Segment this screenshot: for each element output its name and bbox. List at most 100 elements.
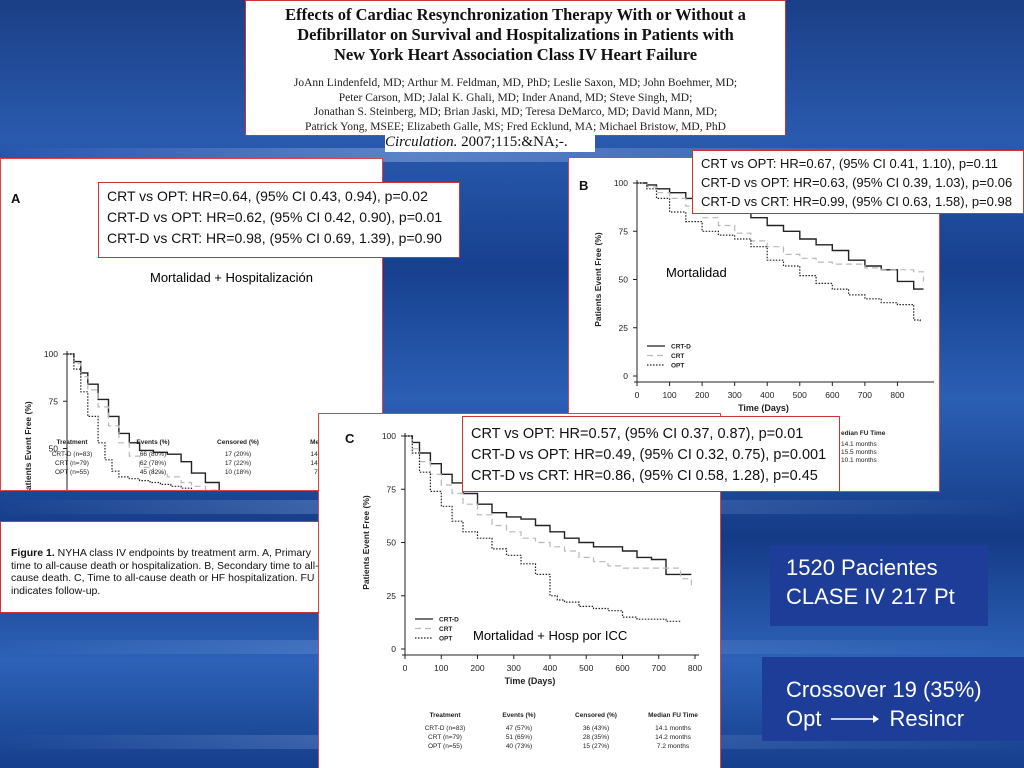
y-tick-label: 75 [619, 226, 629, 236]
table-header: Treatment [56, 439, 88, 446]
table-cell: 66 (80%) [139, 451, 167, 458]
table-cell: 15.5 months [841, 449, 877, 456]
x-tick-label: 400 [760, 390, 774, 400]
legend-label: CRT-D [671, 344, 691, 351]
caption-lead: Figure 1. [11, 547, 55, 559]
table-cell: CRT-D (n=83) [51, 451, 93, 458]
summary-box: 1520 Pacientes CLASE IV 217 Pt [770, 545, 988, 626]
panel-letter: A [11, 191, 21, 206]
x-tick-label: 400 [543, 663, 557, 673]
article-title-line: Defibrillator on Survival and Hospitaliz… [297, 25, 734, 44]
table-cell: CRT (n=79) [55, 460, 89, 467]
km-chart-c: C 0 25 50 75 100 0 100 200 300 400 500 600 700 800 Time… [345, 431, 702, 686]
y-axis-label: Patients Event Free (%) [361, 495, 371, 590]
hr-line: CRT-D vs OPT: HR=0.63, (95% CI 0.39, 1.0… [701, 175, 1013, 190]
y-tick-label: 25 [619, 323, 629, 333]
table-row: OPT (n=55) 40 (73%) 15 (27%) 7.2 months [407, 743, 717, 750]
table-cell: OPT (n=55) [54, 469, 90, 476]
table-cell: 15 (27%) [582, 743, 610, 750]
x-axis-label: Time (Days) [738, 403, 789, 413]
table-row: CRT-D (n=83) 47 (57%) 36 (43%) 14.1 mont… [407, 725, 717, 732]
x-tick-label: 700 [652, 663, 666, 673]
km-curve-crt [405, 435, 692, 586]
citation-journal: Circulation. [385, 134, 458, 150]
legend-label: OPT [671, 363, 684, 370]
y-axis-label: Patients Event Free (%) [23, 401, 33, 491]
hr-line: CRT-D vs CRT: HR=0.99, (95% CI 0.63, 1.5… [701, 194, 1012, 209]
table-cell: 7.2 months [656, 743, 690, 750]
km-chart-b: B 0 25 50 75 100 0 100 200 300 400 500 600 700 800 Time… [579, 178, 934, 413]
x-tick-label: 100 [662, 390, 676, 400]
overlay-label-b: Mortalidad [666, 265, 727, 280]
table-cell: 17 (22%) [224, 460, 252, 467]
table-cell: 14.1 months [655, 725, 691, 732]
summary-line: CLASE IV 217 Pt [786, 584, 955, 609]
author-line: Patrick Yong, MSEE; Elizabeth Galle, MS;… [305, 120, 726, 133]
table-cell: 10 (18%) [224, 469, 252, 476]
hr-line: CRT vs OPT: HR=0.57, (95% CI 0.37, 0.87)… [471, 426, 804, 442]
crossover-box: Crossover 19 (35%) Opt Resincr [762, 657, 1024, 741]
y-tick-label: 100 [382, 431, 396, 441]
table-cell: 14.2 months [655, 734, 691, 741]
x-tick-label: 100 [434, 663, 448, 673]
crossover-line-2: Opt Resincr [786, 704, 1024, 733]
hr-line: CRT-D vs OPT: HR=0.49, (95% CI 0.32, 0.7… [471, 447, 827, 463]
table-cell: 40 (73%) [505, 743, 533, 750]
table-cell: 14.1 months [841, 441, 877, 448]
overlay-label-c: Mortalidad + Hosp por ICC [473, 628, 628, 643]
x-tick-label: 200 [695, 390, 709, 400]
panel-letter: C [345, 431, 355, 446]
x-tick-label: 300 [728, 390, 742, 400]
article-title-line: Effects of Cardiac Resynchronization The… [285, 5, 746, 24]
table-cell: 51 (65%) [505, 734, 533, 741]
article-authors: JoAnn Lindenfeld, MD; Arthur M. Feldman,… [246, 76, 785, 134]
y-tick-label: 25 [387, 591, 397, 601]
summary-line: 1520 Pacientes [786, 555, 938, 580]
table-header: edian FU Time [841, 430, 886, 437]
y-tick-label: 75 [387, 484, 397, 494]
hr-line: CRT-D vs CRT: HR=0.98, (95% CI 0.69, 1.3… [107, 230, 442, 246]
x-axis-label: Time (Days) [505, 676, 556, 686]
table-header: Treatment [429, 712, 461, 719]
table-cell: 47 (57%) [505, 725, 533, 732]
x-tick-label: 700 [858, 390, 872, 400]
y-tick-label: 50 [387, 538, 397, 548]
author-line: Peter Carson, MD; Jalal K. Ghali, MD; In… [338, 91, 693, 104]
table-row: CRT (n=79) 51 (65%) 28 (35%) 14.2 months [407, 734, 717, 741]
km-curve-crt-d [67, 353, 220, 490]
author-line: JoAnn Lindenfeld, MD; Arthur M. Feldman,… [293, 77, 738, 89]
hr-line: CRT-D vs OPT: HR=0.62, (95% CI 0.42, 0.9… [107, 209, 443, 225]
author-line: Jonathan S. Steinberg, MD; Brian Jaski, … [313, 106, 718, 118]
legend-label: CRT [671, 353, 684, 360]
km-curve-crt [637, 182, 925, 282]
hr-line: CRT vs OPT: HR=0.67, (95% CI 0.41, 1.10)… [701, 156, 998, 171]
citation-rest: 2007;115:&NA;-. [457, 134, 568, 150]
legend-label: CRT [439, 626, 452, 633]
caption-text: NYHA class IV endpoints by treatment arm… [11, 547, 319, 597]
y-tick-label: 100 [44, 349, 58, 359]
km-curve-crt-d [405, 435, 692, 576]
hr-line: CRT-D vs CRT: HR=0.86, (95% CI 0.58, 1.2… [471, 468, 818, 484]
table-cell: CRT-D (n=83) [424, 725, 466, 732]
legend-label: CRT-D [439, 617, 459, 624]
x-tick-label: 800 [688, 663, 702, 673]
table-cell: 17 (20%) [224, 451, 252, 458]
y-tick-label: 0 [623, 371, 628, 381]
hr-box-c: CRT vs OPT: HR=0.57, (95% CI 0.37, 0.87)… [462, 416, 840, 492]
hr-box-a: CRT vs OPT: HR=0.64, (95% CI 0.43, 0.94)… [98, 182, 460, 258]
table-c-header: Treatment Events (%) Censored (%) Median… [407, 712, 717, 719]
panel-letter: B [579, 178, 588, 193]
x-tick-label: 300 [507, 663, 521, 673]
km-curve-crt-d [637, 182, 924, 290]
table-header: Events (%) [502, 712, 536, 719]
table-cell: 10.1 months [841, 457, 877, 464]
table-header: Censored (%) [575, 712, 617, 719]
x-tick-label: 200 [470, 663, 484, 673]
crossover-from: Opt [786, 706, 822, 731]
table-cell: 28 (35%) [582, 734, 610, 741]
article-title-line: New York Heart Association Class IV Hear… [333, 45, 698, 64]
table-header: Median FU Time [648, 712, 698, 719]
table-header: Events (%) [136, 439, 170, 446]
y-axis-label: Patients Event Free (%) [593, 232, 603, 327]
km-curve-opt [405, 435, 681, 622]
